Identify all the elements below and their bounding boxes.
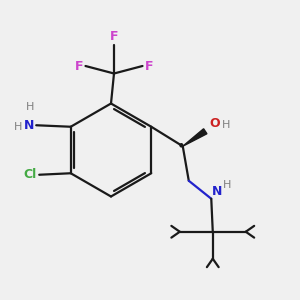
Text: H: H: [223, 180, 231, 190]
Text: O: O: [210, 117, 220, 130]
Text: H: H: [26, 102, 35, 112]
Text: H: H: [14, 122, 22, 132]
Text: ●: ●: [179, 142, 184, 147]
Text: F: F: [145, 59, 153, 73]
Text: Cl: Cl: [24, 168, 37, 181]
Text: N: N: [212, 184, 222, 198]
Text: H: H: [222, 120, 230, 130]
Text: F: F: [75, 59, 83, 73]
Polygon shape: [183, 129, 207, 146]
Text: N: N: [24, 119, 35, 132]
Text: F: F: [110, 31, 118, 44]
